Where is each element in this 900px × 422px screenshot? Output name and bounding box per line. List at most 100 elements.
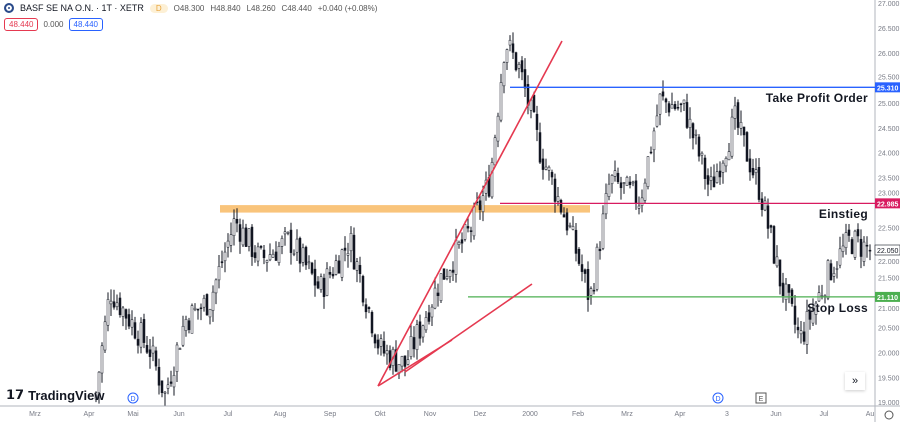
candle-body bbox=[634, 180, 638, 204]
candle-body bbox=[550, 171, 554, 178]
candle-body bbox=[772, 226, 776, 264]
candle-body bbox=[388, 350, 392, 368]
candle-body bbox=[181, 325, 185, 346]
entry-price-label: 22.985 bbox=[877, 201, 899, 208]
candle-body bbox=[832, 273, 836, 277]
candle-body bbox=[346, 253, 350, 256]
candle-body bbox=[394, 349, 398, 372]
candle-body bbox=[130, 319, 134, 328]
candle-body bbox=[262, 249, 266, 259]
candle-body bbox=[238, 224, 242, 242]
candle-body bbox=[217, 266, 221, 281]
sell-button[interactable]: 48.440 bbox=[4, 18, 39, 31]
candle-body bbox=[418, 321, 422, 339]
candle-body bbox=[760, 198, 764, 210]
candle-body bbox=[541, 158, 545, 170]
candle-body bbox=[145, 345, 149, 353]
candle-body bbox=[544, 166, 548, 170]
buy-button[interactable]: 48.440 bbox=[68, 18, 103, 31]
candle-body bbox=[616, 172, 620, 183]
candle-body bbox=[562, 214, 566, 218]
candle-body bbox=[511, 43, 515, 53]
candle-body bbox=[532, 94, 536, 113]
candle-body bbox=[703, 157, 707, 179]
x-tick-label: Mai bbox=[127, 411, 139, 418]
candle-body bbox=[274, 251, 278, 261]
candle-body bbox=[730, 116, 734, 157]
candle-body bbox=[232, 218, 236, 236]
dividend-marker-icon bbox=[127, 392, 139, 404]
candle-body bbox=[664, 98, 668, 103]
earnings-marker-icon bbox=[755, 392, 767, 404]
symbol-title[interactable]: BASF SE NA O.N. · 1T · XETR bbox=[20, 3, 144, 13]
x-tick-label: Apr bbox=[84, 411, 96, 418]
candle-body bbox=[706, 175, 710, 185]
trend-line-shallow bbox=[404, 283, 533, 373]
candle-body bbox=[538, 132, 542, 163]
earnings-marker-label: E bbox=[759, 396, 764, 403]
candle-body bbox=[229, 234, 233, 246]
candle-body bbox=[655, 115, 659, 127]
candle-body bbox=[460, 239, 464, 244]
candle-body bbox=[103, 321, 107, 351]
candle-body bbox=[859, 238, 863, 257]
basf-logo-icon bbox=[4, 3, 14, 13]
candle-body bbox=[250, 226, 254, 257]
candle-body bbox=[319, 276, 323, 290]
candle-body bbox=[754, 169, 758, 173]
candle-body bbox=[661, 91, 665, 97]
candle-body bbox=[502, 62, 506, 87]
candle-body bbox=[856, 229, 860, 237]
candle-body bbox=[409, 336, 413, 357]
candle-body bbox=[745, 132, 749, 162]
candle-body bbox=[166, 384, 170, 389]
x-tick-label: Apr bbox=[675, 411, 687, 418]
candle-body bbox=[763, 200, 767, 211]
candle-body bbox=[202, 297, 206, 308]
candle-body bbox=[382, 340, 386, 354]
x-tick-label: 3 bbox=[725, 411, 729, 418]
candle-body bbox=[322, 277, 326, 297]
candle-body bbox=[367, 307, 371, 309]
tradingview-logo[interactable]: 𝟭𝟳 TradingView bbox=[6, 387, 104, 403]
candle-body bbox=[223, 251, 227, 262]
y-tick-label: 26.000 bbox=[878, 51, 900, 58]
scroll-to-realtime-button[interactable]: » bbox=[845, 372, 865, 390]
y-tick-label: 21.500 bbox=[878, 275, 900, 282]
x-tick-label: Jun bbox=[173, 411, 184, 418]
candle-body bbox=[178, 348, 182, 350]
candle-body bbox=[148, 349, 152, 357]
candle-body bbox=[820, 295, 824, 297]
candle-body bbox=[466, 226, 470, 229]
candle-body bbox=[154, 350, 158, 367]
candle-body bbox=[403, 355, 407, 367]
candle-body bbox=[406, 359, 410, 365]
candle-body bbox=[862, 241, 866, 262]
y-tick-label: 20.500 bbox=[878, 325, 900, 332]
candle-body bbox=[316, 281, 320, 289]
y-tick-label: 21.000 bbox=[878, 306, 900, 313]
entry-price-tag bbox=[875, 198, 900, 209]
interval-badge[interactable]: D bbox=[149, 3, 168, 13]
candle-body bbox=[400, 355, 404, 367]
candle-body bbox=[244, 227, 248, 247]
candle-body bbox=[514, 52, 518, 71]
candle-body bbox=[565, 212, 569, 231]
candle-body bbox=[451, 269, 455, 273]
candle-body bbox=[571, 226, 575, 230]
candle-body bbox=[505, 49, 509, 63]
x-tick-label: Okt bbox=[375, 411, 386, 418]
candle-body bbox=[721, 162, 725, 173]
x-tick-label: Nov bbox=[424, 411, 437, 418]
candle-body bbox=[277, 245, 281, 263]
candle-body bbox=[361, 276, 365, 303]
candle-body bbox=[670, 104, 674, 109]
candle-body bbox=[586, 269, 590, 300]
y-tick-label: 26.500 bbox=[878, 26, 900, 33]
candle-body bbox=[310, 262, 314, 274]
candle-body bbox=[376, 339, 380, 349]
candle-body bbox=[598, 248, 602, 252]
candle-body bbox=[787, 284, 791, 293]
candle-body bbox=[328, 272, 332, 275]
